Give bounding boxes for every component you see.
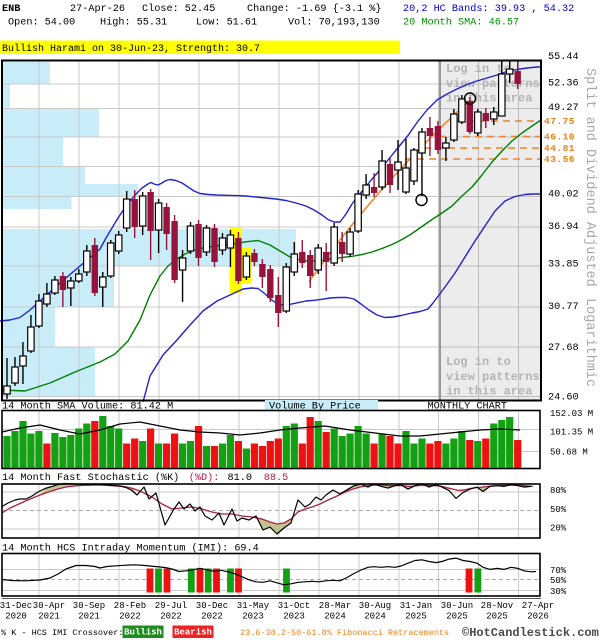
svg-text:152.03 M: 152.03 M	[550, 409, 593, 419]
svg-text:(%D):: (%D):	[189, 472, 220, 484]
svg-text:46.10: 46.10	[544, 132, 575, 143]
svg-text:2026: 2026	[527, 612, 549, 622]
svg-text:2022: 2022	[201, 612, 223, 622]
svg-text:MONTHLY CHART: MONTHLY CHART	[428, 402, 507, 413]
svg-text:27-Apr-26: 27-Apr-26	[70, 4, 125, 15]
svg-text:% K - HCS IMI Crossover:: % K - HCS IMI Crossover:	[1, 628, 123, 638]
svg-text:view patterns: view patterns	[446, 370, 540, 384]
svg-text:30%: 30%	[550, 587, 567, 597]
svg-text:36.94: 36.94	[548, 222, 579, 233]
svg-text:88.5: 88.5	[264, 473, 288, 484]
svg-text:27.68: 27.68	[548, 343, 579, 354]
svg-text:2022: 2022	[160, 612, 182, 622]
svg-text:50%: 50%	[550, 576, 567, 586]
svg-text:31-Jan: 31-Jan	[400, 601, 432, 611]
svg-text:30-Apr: 30-Apr	[33, 601, 65, 611]
svg-text:Change: -1.69 {-3.1 %}: Change: -1.69 {-3.1 %}	[247, 3, 382, 15]
svg-text:24.60: 24.60	[548, 393, 579, 404]
svg-text:Log in to: Log in to	[446, 62, 511, 76]
svg-text:31-Oct: 31-Oct	[278, 601, 310, 611]
svg-text:31-May: 31-May	[237, 601, 270, 611]
svg-text:29-Jul: 29-Jul	[155, 601, 187, 611]
svg-text:70%: 70%	[550, 566, 567, 576]
svg-text:2021: 2021	[78, 612, 100, 622]
svg-text:Logarithmic: Logarithmic	[582, 298, 597, 387]
svg-text:50.68 M: 50.68 M	[550, 448, 588, 458]
svg-text:Log in to: Log in to	[446, 355, 511, 369]
svg-text:2023: 2023	[283, 612, 305, 622]
svg-text:Bullish: Bullish	[124, 628, 162, 638]
svg-text:Bearish: Bearish	[174, 628, 212, 638]
svg-text:81.0: 81.0	[228, 473, 252, 484]
svg-text:30-Jun: 30-Jun	[441, 601, 473, 611]
svg-text:20%: 20%	[550, 524, 567, 534]
svg-text:High: 55.31: High: 55.31	[100, 17, 167, 29]
svg-text:2025: 2025	[405, 612, 427, 622]
svg-text:Split and Dividend Adjusted: Split and Dividend Adjusted	[582, 68, 597, 287]
svg-text:14 Month SMA Volume: 81.42 M: 14 Month SMA Volume: 81.42 M	[2, 401, 173, 413]
svg-text:49.27: 49.27	[548, 103, 579, 114]
svg-text:80%: 80%	[550, 486, 567, 496]
svg-text:43.56: 43.56	[544, 154, 575, 165]
svg-text:©HotCandlestick.com: ©HotCandlestick.com	[462, 626, 599, 640]
svg-text:30.77: 30.77	[548, 302, 579, 313]
svg-text:101.35 M: 101.35 M	[550, 428, 593, 438]
svg-text:20 Month SMA: 46.57: 20 Month SMA: 46.57	[403, 17, 519, 29]
svg-text:Low: 51.61: Low: 51.61	[196, 18, 257, 29]
svg-text:2021: 2021	[38, 612, 60, 622]
svg-text:47.75: 47.75	[544, 116, 575, 127]
svg-text:27-Apr: 27-Apr	[522, 601, 554, 611]
svg-text:30-Sep: 30-Sep	[73, 601, 105, 611]
svg-text:44.81: 44.81	[544, 143, 575, 154]
svg-text:30-Dec: 30-Dec	[196, 601, 228, 611]
svg-text:2022: 2022	[119, 612, 141, 622]
svg-text:31-Dec: 31-Dec	[0, 601, 32, 611]
svg-text:23.6-38.2-50-61.8% Fibonacci R: 23.6-38.2-50-61.8% Fibonacci Retracement…	[240, 628, 449, 638]
svg-text:20,2 HC Bands: 39.93 , 54.32: 20,2 HC Bands: 39.93 , 54.32	[403, 3, 574, 15]
svg-text:30-Aug: 30-Aug	[359, 601, 391, 611]
svg-text:ENB: ENB	[2, 4, 20, 15]
svg-text:2025: 2025	[486, 612, 508, 622]
svg-text:Open: 54.00: Open: 54.00	[8, 18, 75, 29]
svg-text:55.44: 55.44	[548, 52, 579, 63]
svg-text:2024: 2024	[364, 612, 386, 622]
svg-text:28-Feb: 28-Feb	[114, 601, 146, 611]
svg-text:2025: 2025	[446, 612, 468, 622]
svg-text:14 Month Fast Stochastic (%K): 14 Month Fast Stochastic (%K)	[2, 472, 179, 484]
svg-text:2020: 2020	[5, 612, 27, 622]
svg-text:28-Mar: 28-Mar	[319, 601, 351, 611]
svg-text:Vol: 70,193,130: Vol: 70,193,130	[288, 17, 380, 29]
svg-text:2024: 2024	[324, 612, 346, 622]
svg-text:Close: 52.45: Close: 52.45	[142, 3, 215, 15]
svg-text:33.85: 33.85	[548, 260, 579, 271]
svg-text:40.02: 40.02	[548, 190, 579, 201]
svg-text:2023: 2023	[242, 612, 264, 622]
svg-text:52.36: 52.36	[548, 79, 579, 90]
svg-text:view patterns: view patterns	[446, 77, 540, 91]
svg-text:28-Nov: 28-Nov	[481, 601, 514, 611]
svg-text:14 Month HCS Intraday Momentum: 14 Month HCS Intraday Momentum (IMI): 69…	[2, 543, 259, 555]
svg-text:in this area: in this area	[446, 385, 532, 399]
svg-text:50%: 50%	[550, 505, 567, 515]
svg-text:Bullish Harami on 30-Jun-23, S: Bullish Harami on 30-Jun-23, Strength: 3…	[2, 43, 260, 55]
svg-text:Volume By Price: Volume By Price	[269, 401, 361, 413]
